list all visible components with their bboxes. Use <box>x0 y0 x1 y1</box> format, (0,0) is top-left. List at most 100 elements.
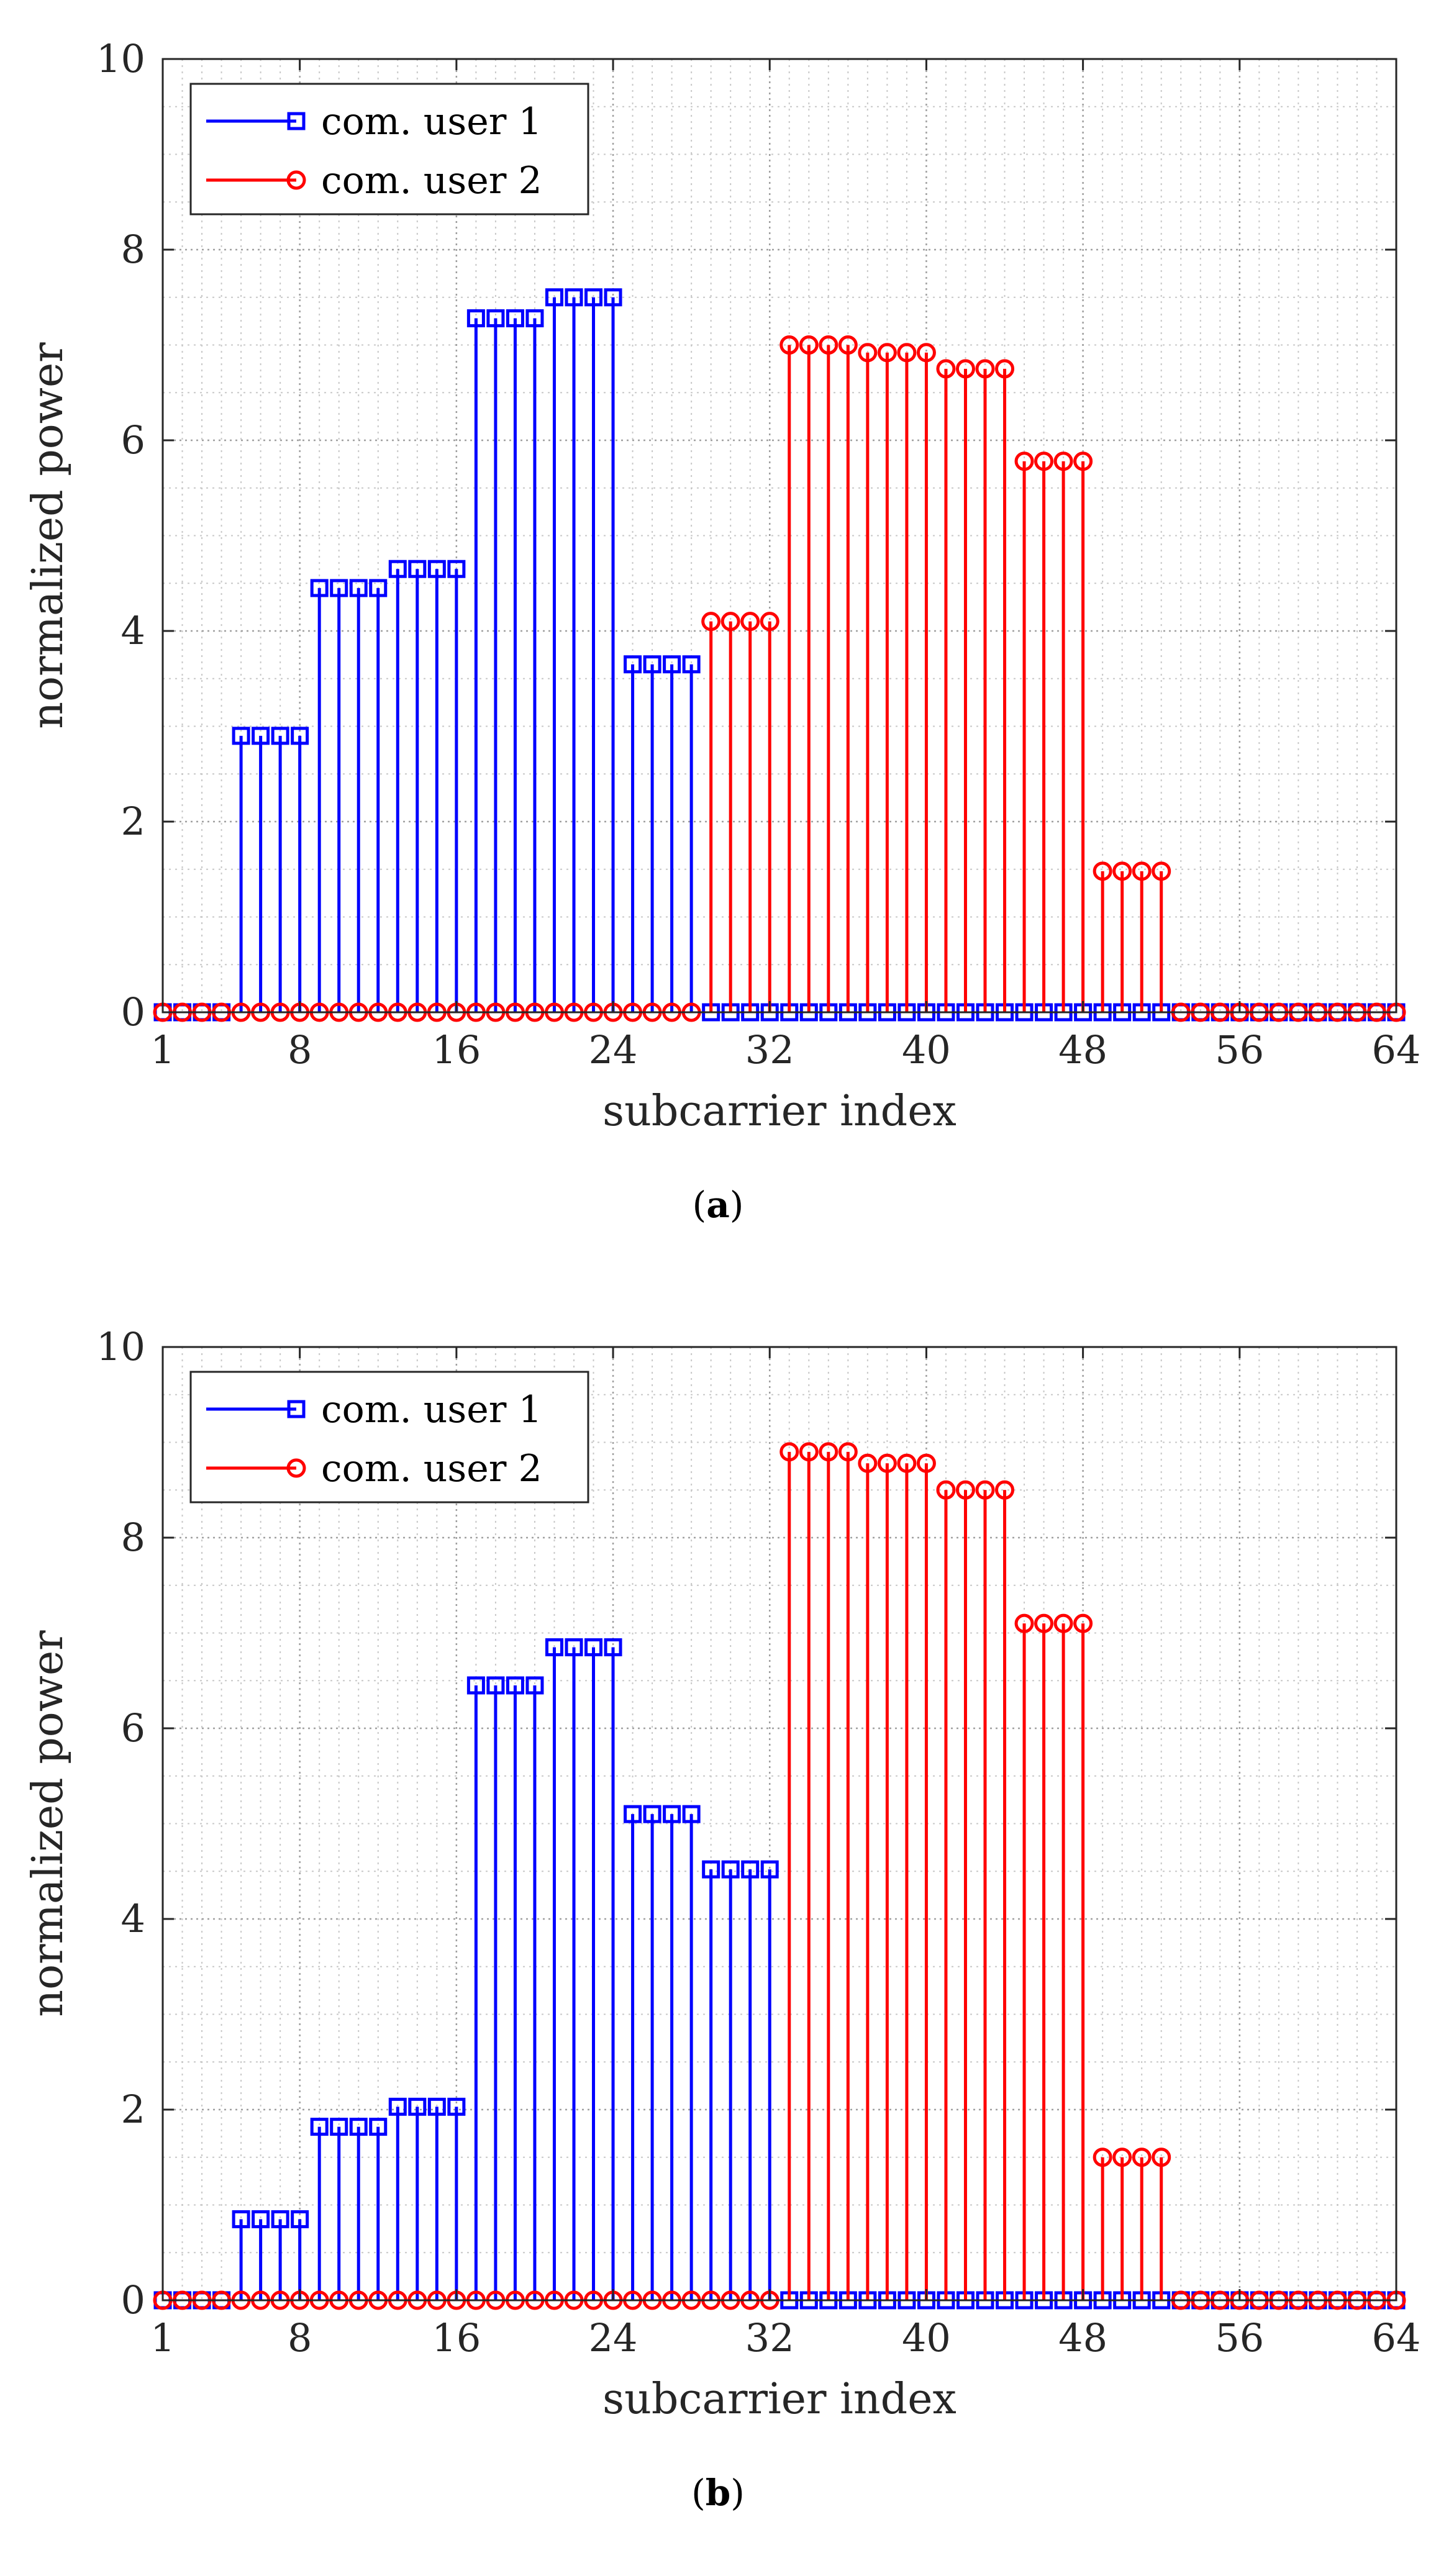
data-point-square <box>624 1805 642 1823</box>
data-point-circle <box>955 359 975 379</box>
data-point-circle <box>936 359 956 379</box>
caption-paren-open: ( <box>693 1184 707 1226</box>
data-point-circle <box>819 335 838 355</box>
y-tick-label: 0 <box>121 2277 145 2323</box>
chart-panel-a: 1 8 16 24 32 40 48 56 64 0 2 4 6 8 10 subcarrier index n… <box>24 36 1421 1226</box>
tick-marks <box>161 1346 1397 2302</box>
legend-label: com. user 2 <box>321 1447 542 1490</box>
data-point-circle <box>1073 451 1093 471</box>
legend-label: com. user 1 <box>321 100 542 143</box>
y-axis-title: normalized power <box>24 1630 73 2017</box>
data-point-square <box>232 2210 250 2229</box>
data-point-square <box>702 1860 720 1879</box>
data-point-circle <box>1152 2147 1171 2167</box>
data-point-square <box>447 560 466 578</box>
x-tick-label: 1 <box>150 2315 175 2361</box>
caption-paren-close: ) <box>730 2472 745 2514</box>
data-point-square <box>232 727 250 745</box>
data-point-square <box>604 288 622 307</box>
data-point-square <box>525 309 544 328</box>
data-point-square <box>643 1805 661 1823</box>
y-tick-label: 4 <box>121 608 145 653</box>
y-axis-title: normalized power <box>24 342 73 729</box>
x-tick-label: 64 <box>1372 1027 1421 1073</box>
data-point-circle <box>1093 2147 1112 2167</box>
data-point-square <box>486 1676 505 1695</box>
data-point-circle <box>779 1442 799 1462</box>
x-tick-label: 48 <box>1058 2315 1107 2361</box>
caption-paren-open: ( <box>691 2472 706 2514</box>
data-point-circle <box>819 1442 838 1462</box>
figure-caption: (a) <box>693 1184 744 1226</box>
data-point-square <box>624 655 642 674</box>
x-tick-label: 64 <box>1372 2315 1421 2361</box>
data-point-circle <box>955 1480 975 1500</box>
data-point-square <box>525 1676 544 1695</box>
data-point-square <box>310 2118 329 2136</box>
x-tick-label: 40 <box>902 1027 951 1073</box>
legend-marker-square <box>287 112 306 130</box>
x-tick-label: 24 <box>589 1027 638 1073</box>
data-point-circle <box>1034 1613 1054 1633</box>
series-1 <box>153 1638 1406 2310</box>
data-point-square <box>506 309 524 328</box>
data-point-circle <box>858 1453 878 1473</box>
data-point-circle <box>1034 451 1054 471</box>
data-point-square <box>565 288 583 307</box>
data-point-circle <box>1073 1613 1093 1633</box>
legend-label: com. user 2 <box>321 159 542 202</box>
x-axis-title: subcarrier index <box>602 1087 957 1136</box>
data-point-circle <box>877 1453 897 1473</box>
legend-box <box>189 83 589 215</box>
data-point-circle <box>760 612 779 632</box>
data-point-circle <box>1132 2147 1152 2167</box>
data-point-circle <box>701 612 721 632</box>
data-point-square <box>604 1638 622 1657</box>
data-point-circle <box>740 612 760 632</box>
data-point-circle <box>799 1442 819 1462</box>
data-point-circle <box>1053 1613 1073 1633</box>
y-tick-label: 2 <box>121 2087 145 2132</box>
data-point-square <box>291 727 309 745</box>
x-tick-label: 8 <box>288 1027 312 1073</box>
x-tick-label: 48 <box>1058 1027 1107 1073</box>
data-point-square <box>565 1638 583 1657</box>
legend-marker-circle <box>286 170 306 190</box>
data-point-circle <box>916 343 936 363</box>
data-point-square <box>663 1805 681 1823</box>
data-point-square <box>760 1860 779 1879</box>
data-point-square <box>271 2210 289 2229</box>
data-point-square <box>584 288 603 307</box>
legend: com. user 1 com. user 2 <box>189 1371 589 1503</box>
data-point-circle <box>995 359 1015 379</box>
y-tick-label: 4 <box>121 1896 145 1941</box>
data-point-circle <box>1014 1613 1034 1633</box>
x-tick-label: 56 <box>1215 2315 1264 2361</box>
legend-label: com. user 1 <box>321 1388 542 1431</box>
data-point-square <box>252 727 270 745</box>
data-point-square <box>506 1676 524 1695</box>
data-point-square <box>584 1638 603 1657</box>
figure-caption: (b) <box>691 2472 745 2514</box>
data-point-square <box>466 309 485 328</box>
y-tick-label: 10 <box>96 36 145 81</box>
data-point-square <box>427 2097 446 2116</box>
data-point-circle <box>1152 861 1171 881</box>
data-point-circle <box>1112 2147 1132 2167</box>
data-point-circle <box>779 335 799 355</box>
data-point-square <box>291 2210 309 2229</box>
data-point-square <box>447 2097 466 2116</box>
x-tick-label: 16 <box>432 2315 481 2361</box>
y-tick-label: 2 <box>121 799 145 844</box>
data-point-circle <box>838 1442 858 1462</box>
x-tick-label: 56 <box>1215 1027 1264 1073</box>
data-point-square <box>408 560 427 578</box>
data-point-square <box>427 560 446 578</box>
data-point-square <box>682 1805 701 1823</box>
data-point-square <box>369 2118 388 2136</box>
data-point-circle <box>838 335 858 355</box>
x-tick-label: 24 <box>589 2315 638 2361</box>
x-axis-title: subcarrier index <box>602 2375 957 2424</box>
